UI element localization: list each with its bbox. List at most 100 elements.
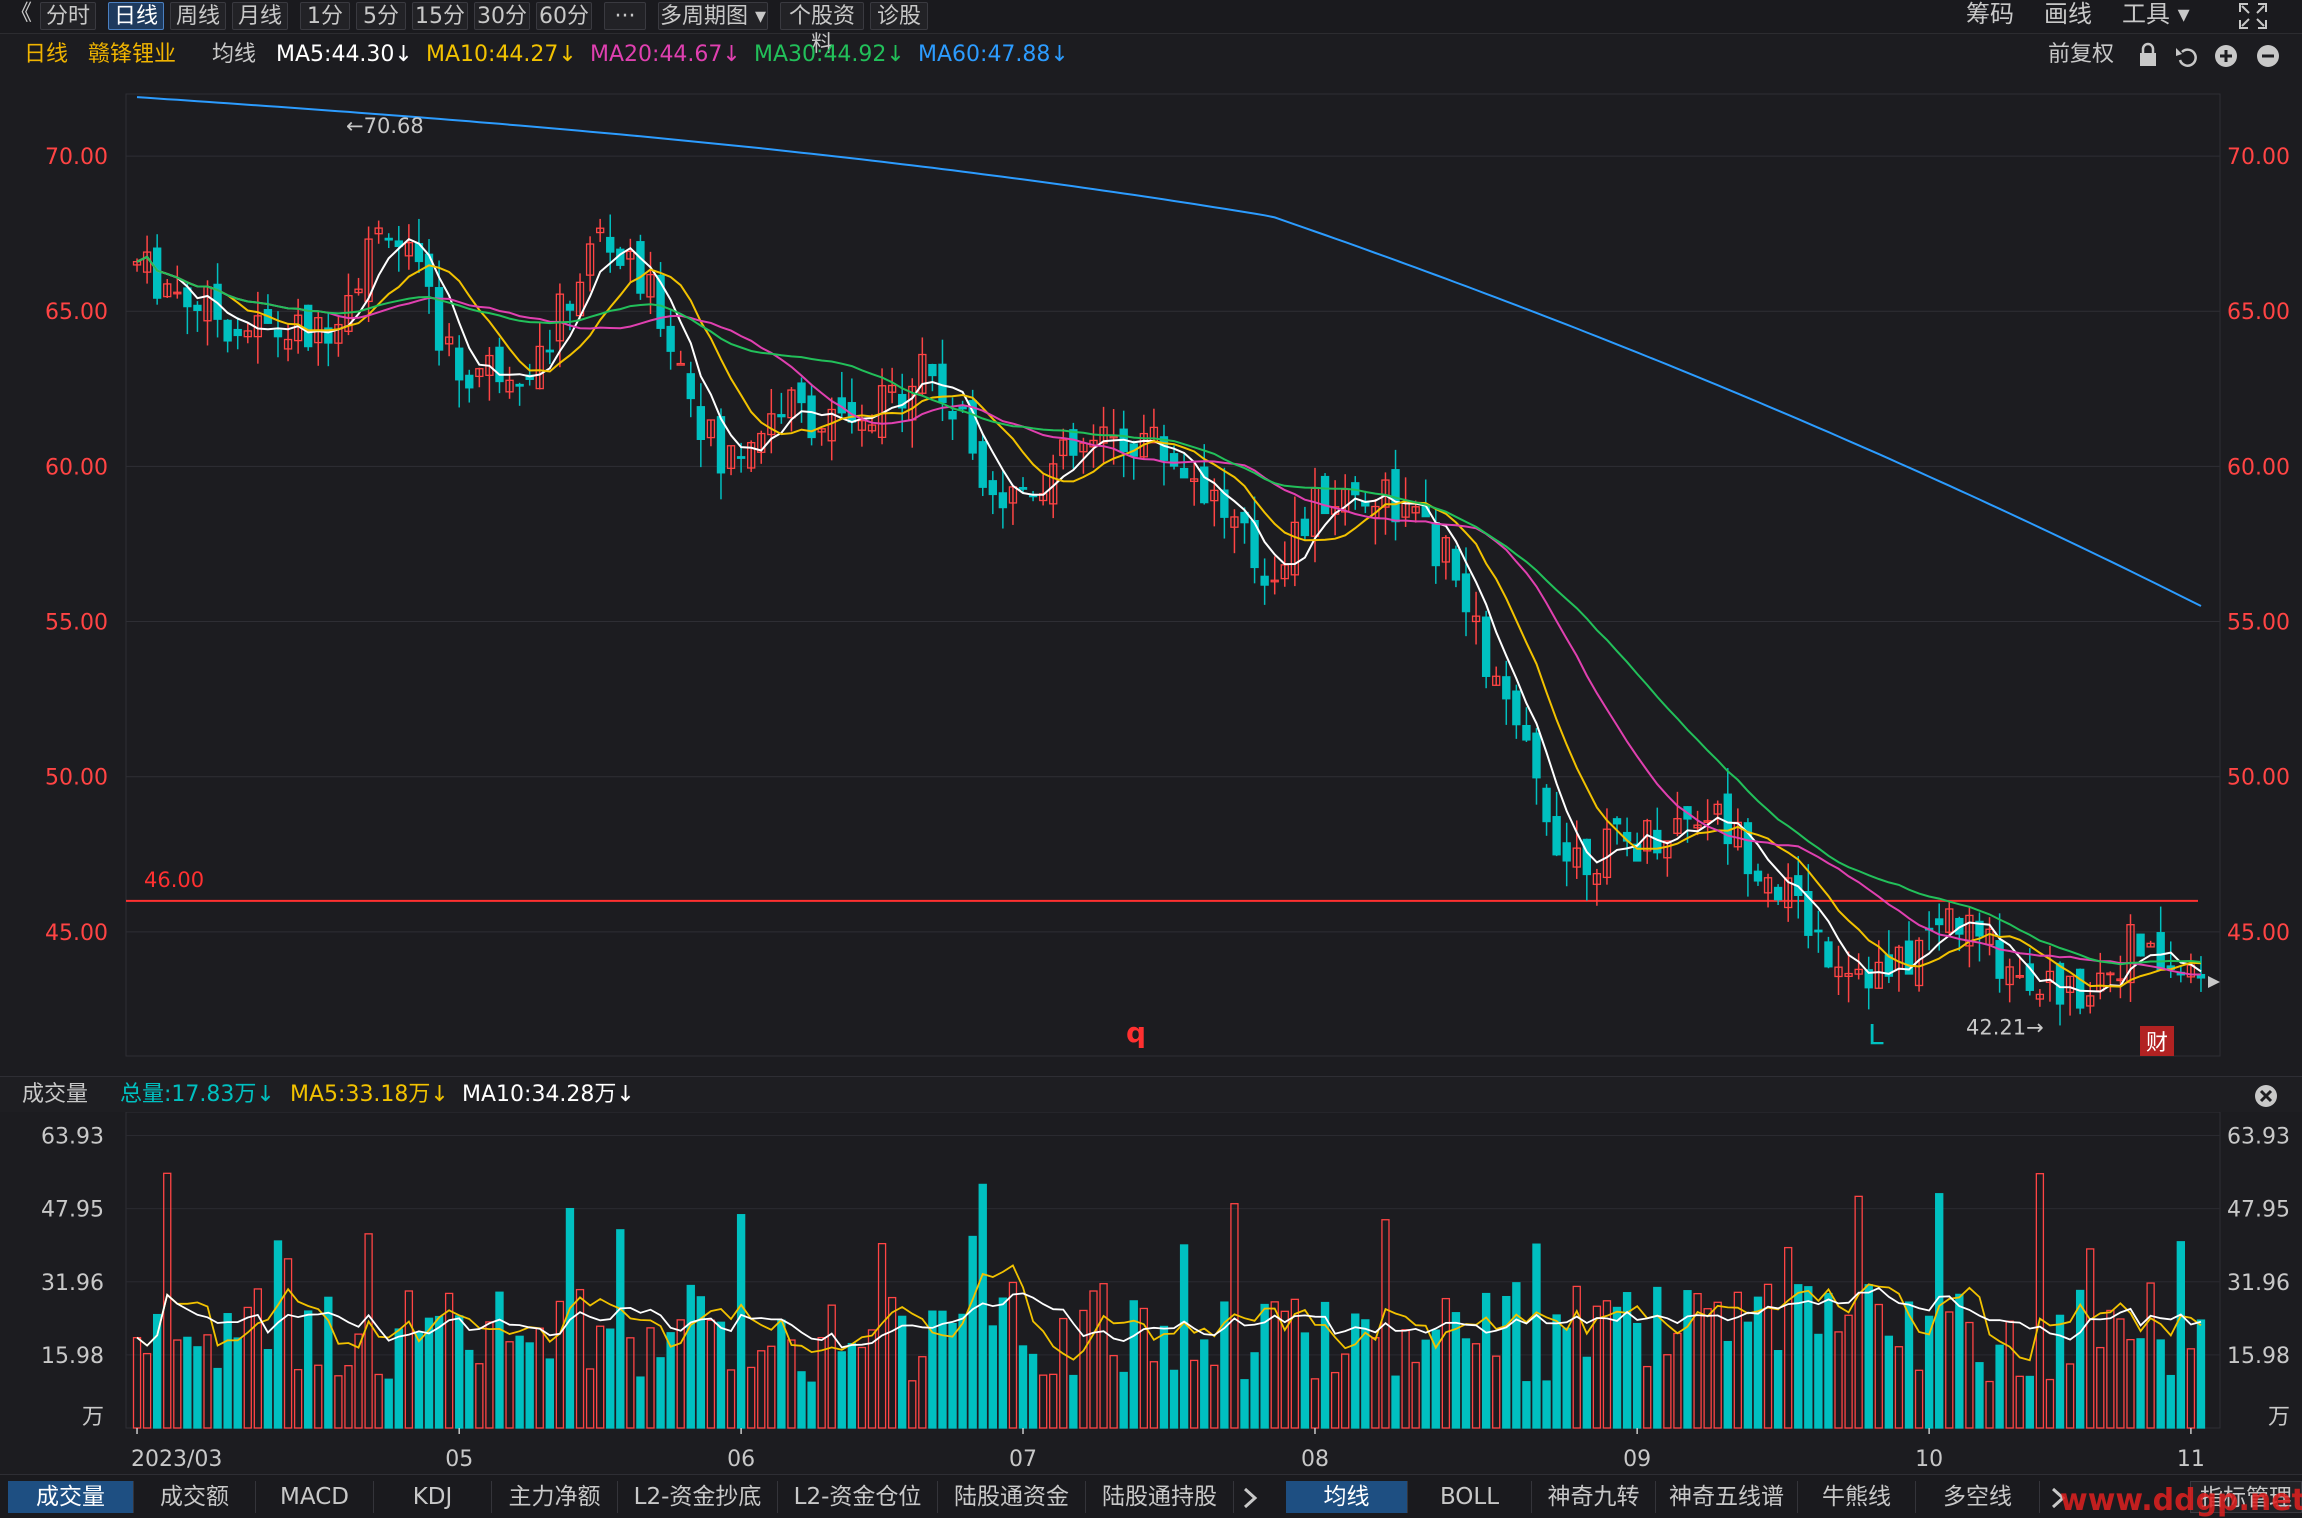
volume-bar xyxy=(1038,1374,1048,1429)
volume-bar xyxy=(1532,1243,1541,1429)
volume-bar xyxy=(686,1284,695,1429)
period-button-7[interactable]: 30分 xyxy=(474,2,530,30)
bottom-tab-left-4[interactable]: 主力净额 xyxy=(492,1481,618,1513)
volume-bar xyxy=(1119,1371,1128,1429)
bottom-tab-right-2[interactable]: 神奇九转 xyxy=(1532,1481,1656,1513)
period-button-5[interactable]: 5分 xyxy=(356,2,406,30)
zoom-out-icon[interactable] xyxy=(2257,45,2279,67)
fullscreen-icon[interactable] xyxy=(2238,2,2268,30)
period-toolbar: 《 分时 日线 周线 月线 1分 5分 15分 30分 60分 ··· 多周期图 ▾ 个股资料 诊股 筹… xyxy=(0,0,2302,57)
period-button-11[interactable]: 个股资料 xyxy=(780,2,864,57)
bottom-tab-left-2[interactable]: MACD xyxy=(256,1481,374,1513)
vol-tick-left: 47.95 xyxy=(41,1198,104,1223)
volume-bar xyxy=(1401,1329,1410,1429)
undo-icon[interactable] xyxy=(2176,48,2197,67)
lock-icon[interactable] xyxy=(2140,42,2156,66)
vol-tick-right: 15.98 xyxy=(2227,1344,2290,1369)
candle-body xyxy=(797,382,806,404)
candle-body xyxy=(968,400,977,454)
volume-bar xyxy=(1049,1373,1058,1429)
chips-button[interactable]: 筹码 xyxy=(1966,0,2014,28)
candle-body xyxy=(1723,793,1732,845)
bottom-tab-right-3[interactable]: 神奇五线谱 xyxy=(1656,1481,1798,1513)
adjust-mode[interactable]: 前复权 xyxy=(2048,42,2115,67)
bottom-tab-left-8[interactable]: 陆股通持股 xyxy=(1086,1481,1234,1513)
volume-bar xyxy=(2075,1289,2085,1429)
volume-bar xyxy=(918,1356,927,1429)
bottom-tab-right-4[interactable]: 牛熊线 xyxy=(1798,1481,1916,1513)
volume-bar xyxy=(747,1366,756,1429)
candle-body xyxy=(666,325,675,352)
period-button-10[interactable]: 多周期图 ▾ xyxy=(658,2,768,30)
candle-body xyxy=(1824,941,1833,968)
bottom-tab-left-6[interactable]: L2-资金仓位 xyxy=(778,1481,938,1513)
volume-bar xyxy=(1693,1292,1702,1429)
period-button-2[interactable]: 周线 xyxy=(170,2,226,30)
candle-body xyxy=(2146,942,2155,948)
volume-bar xyxy=(867,1329,877,1429)
volume-bar xyxy=(948,1322,957,1429)
vol-tick-right: 万 xyxy=(2268,1405,2290,1430)
bottom-tab-right-1[interactable]: BOLL xyxy=(1408,1481,1532,1513)
period-button-4[interactable]: 1分 xyxy=(300,2,350,30)
draw-line-button[interactable]: 画线 xyxy=(2044,0,2092,28)
volume-ma10: MA10:34.28万↓ xyxy=(462,1082,635,1107)
tools-menu-button[interactable]: 工具 ▾ xyxy=(2122,0,2190,28)
event-l: L xyxy=(1868,1018,1884,1051)
back-button[interactable]: 《 xyxy=(10,1,33,26)
bottom-tab-right-5[interactable]: 多空线 xyxy=(1916,1481,2040,1513)
bottom-tab-left-3[interactable]: KDJ xyxy=(374,1481,492,1513)
volume-title[interactable]: 成交量 xyxy=(22,1082,89,1107)
candle-body xyxy=(1532,732,1541,779)
zoom-in-icon[interactable] xyxy=(2215,45,2237,67)
volume-bar xyxy=(2166,1374,2175,1429)
bottom-tab-right-0[interactable]: 均线 xyxy=(1286,1481,1408,1513)
candle-body xyxy=(1804,890,1813,936)
volume-ma5: MA5:33.18万↓ xyxy=(290,1082,449,1107)
volume-bar xyxy=(515,1335,524,1429)
volume-bar xyxy=(2035,1173,2045,1429)
volume-bar xyxy=(1894,1346,1904,1429)
ma60-line xyxy=(136,96,2202,607)
y-tick-left: 70.00 xyxy=(45,145,108,170)
candle-body xyxy=(475,368,484,378)
volume-bar xyxy=(1562,1327,1571,1429)
bottom-tab-left-1[interactable]: 成交额 xyxy=(134,1481,256,1513)
volume-bar xyxy=(495,1291,504,1429)
volume-bar xyxy=(706,1319,716,1429)
bottom-tab-left-5[interactable]: L2-资金抄底 xyxy=(618,1481,778,1513)
volume-bar xyxy=(1854,1195,1863,1429)
x-tick-label: 09 xyxy=(1623,1447,1651,1472)
candle-body xyxy=(1663,840,1672,859)
price-chart-area[interactable]: 70.00 70.00 65.00 65.00 60.00 60.00 55.00 55.00… xyxy=(8,74,2302,1076)
chevron-right-icon-2[interactable] xyxy=(2048,1487,2068,1509)
candle-body xyxy=(1854,968,1863,975)
chevron-right-icon[interactable] xyxy=(1240,1487,1260,1509)
candlestick-chart[interactable]: 70.00 70.00 65.00 65.00 60.00 60.00 55.00 55.00… xyxy=(8,74,2302,1076)
indicator-manage-button[interactable]: 指标管理 xyxy=(2190,1481,2302,1513)
period-button-1[interactable]: 日线 xyxy=(108,2,164,30)
volume-bar xyxy=(1763,1283,1773,1429)
volume-bar xyxy=(2146,1282,2155,1429)
period-button-6[interactable]: 15分 xyxy=(412,2,468,30)
close-icon[interactable] xyxy=(2254,1084,2278,1108)
ma-label[interactable]: 均线 xyxy=(212,42,257,67)
volume-chart-area[interactable]: 63.93 63.93 47.95 47.95 31.96 31.96 15.98 15.98… xyxy=(8,1112,2302,1474)
bottom-tab-left-0[interactable]: 成交量 xyxy=(8,1481,134,1513)
volume-chart[interactable]: 63.93 63.93 47.95 47.95 31.96 31.96 15.98 15.98… xyxy=(8,1112,2302,1474)
period-button-9[interactable]: ··· xyxy=(604,2,646,30)
volume-bar xyxy=(283,1258,293,1429)
bottom-tab-left-7[interactable]: 陆股通资金 xyxy=(938,1481,1086,1513)
candle-body xyxy=(1552,816,1561,856)
volume-bar xyxy=(1421,1339,1430,1429)
period-button-0[interactable]: 分时 xyxy=(40,2,96,30)
stock-name[interactable]: 赣锋锂业 xyxy=(88,42,177,67)
vol-tick-left: 63.93 xyxy=(41,1124,104,1149)
volume-bar xyxy=(364,1233,373,1429)
volume-bar xyxy=(898,1315,907,1429)
period-button-3[interactable]: 月线 xyxy=(232,2,288,30)
period-button-12[interactable]: 诊股 xyxy=(870,2,928,30)
period-button-8[interactable]: 60分 xyxy=(536,2,592,30)
candle-body xyxy=(656,274,665,329)
volume-bar xyxy=(757,1350,766,1429)
